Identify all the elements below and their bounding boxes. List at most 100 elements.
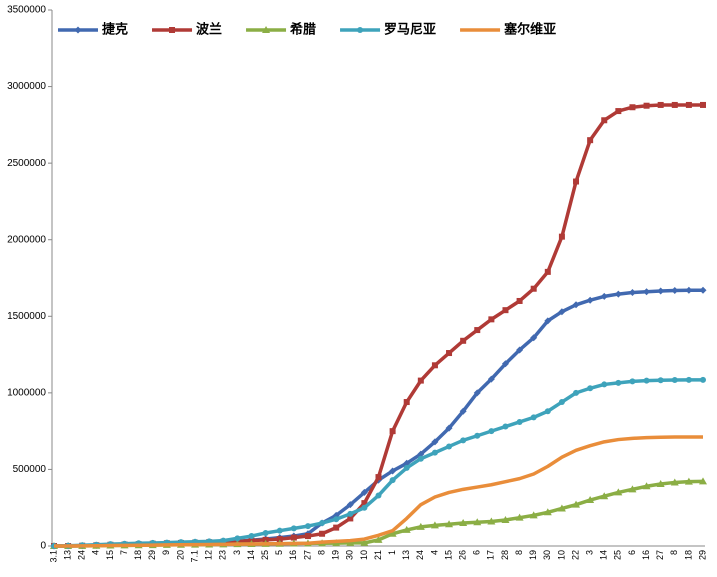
- marker: [319, 530, 326, 537]
- x-tick-label: 8: [316, 550, 326, 555]
- x-tick-label: 27: [302, 550, 312, 560]
- series: [50, 286, 707, 550]
- marker: [530, 414, 537, 421]
- x-tick-label: 8: [514, 550, 524, 555]
- x-tick-label: 27: [655, 550, 665, 560]
- marker: [459, 407, 467, 415]
- marker: [319, 520, 326, 527]
- marker: [375, 492, 382, 499]
- marker: [671, 101, 678, 108]
- marker: [402, 525, 411, 533]
- x-tick-label: 25: [613, 550, 623, 560]
- marker: [430, 521, 439, 529]
- marker: [445, 424, 453, 432]
- x-tick-label: 19: [528, 550, 538, 560]
- x-tick-label: 28: [500, 550, 510, 560]
- x-tick-label: 6: [627, 550, 637, 555]
- y-tick-label: 2500000: [7, 158, 46, 169]
- marker: [516, 297, 523, 304]
- marker: [460, 437, 467, 444]
- x-tick-label: 10: [556, 550, 566, 560]
- marker: [600, 292, 608, 300]
- marker: [628, 289, 636, 297]
- x-tick-label: 15: [105, 550, 115, 560]
- marker: [670, 478, 679, 486]
- marker: [544, 408, 551, 415]
- legend-label: 塞尔维亚: [504, 21, 556, 36]
- x-tick-label: 1: [387, 550, 397, 555]
- marker: [558, 308, 566, 316]
- x-tick-label: 14: [246, 550, 256, 560]
- x-tick-label: 13: [62, 550, 72, 560]
- y-tick-label: 3000000: [7, 81, 46, 92]
- x-tick-label: 15: [443, 550, 453, 560]
- marker: [487, 517, 496, 525]
- marker: [530, 285, 537, 292]
- x-tick-label: 29: [697, 550, 707, 560]
- marker: [262, 26, 271, 33]
- x-tick-label: 18: [133, 550, 143, 560]
- line: [54, 435, 703, 548]
- marker: [586, 496, 595, 504]
- marker: [700, 376, 706, 383]
- marker: [333, 524, 340, 531]
- marker: [601, 381, 608, 388]
- marker: [684, 477, 693, 485]
- x-tick-label: 24: [415, 550, 425, 560]
- x-tick-label: 5: [274, 550, 284, 555]
- marker: [502, 307, 509, 314]
- marker: [416, 522, 425, 530]
- marker: [587, 385, 594, 392]
- marker: [572, 500, 581, 508]
- x-tick-label: 8: [669, 550, 679, 555]
- marker: [587, 137, 594, 144]
- x-tick-label: 18: [683, 550, 693, 560]
- marker: [417, 450, 425, 458]
- marker: [375, 474, 382, 481]
- marker: [446, 350, 453, 357]
- marker: [642, 482, 651, 490]
- marker: [388, 529, 397, 537]
- marker: [657, 101, 664, 108]
- marker: [248, 533, 255, 540]
- marker: [543, 508, 552, 516]
- marker: [558, 233, 565, 240]
- marker: [615, 379, 622, 386]
- marker: [431, 449, 438, 456]
- marker: [474, 432, 481, 439]
- marker: [347, 510, 354, 517]
- marker: [431, 362, 438, 369]
- x-tick-label: 10: [359, 550, 369, 560]
- marker: [530, 334, 538, 342]
- x-tick-label: 22: [570, 550, 580, 560]
- marker: [656, 479, 665, 487]
- marker: [417, 377, 424, 384]
- marker: [459, 519, 468, 527]
- marker: [333, 516, 340, 523]
- marker: [699, 286, 707, 294]
- marker: [501, 360, 509, 368]
- marker: [473, 518, 482, 526]
- marker: [473, 389, 481, 397]
- x-tick-label: 3: [585, 550, 595, 555]
- marker: [557, 504, 566, 512]
- legend-label: 罗马尼亚: [384, 21, 436, 36]
- marker: [488, 316, 495, 323]
- marker: [685, 101, 692, 108]
- marker: [502, 423, 509, 430]
- x-tick-label: 13: [401, 550, 411, 560]
- marker: [657, 377, 664, 384]
- marker: [671, 287, 679, 295]
- line: [53, 378, 703, 548]
- x-tick-label: 24: [77, 550, 87, 560]
- marker: [586, 296, 594, 304]
- x-tick-label: 30: [345, 550, 355, 560]
- marker: [671, 376, 678, 383]
- marker: [360, 538, 369, 546]
- marker: [357, 27, 364, 33]
- y-tick-label: 3500000: [7, 5, 46, 16]
- marker: [600, 492, 609, 500]
- marker: [685, 286, 693, 294]
- marker: [573, 178, 580, 185]
